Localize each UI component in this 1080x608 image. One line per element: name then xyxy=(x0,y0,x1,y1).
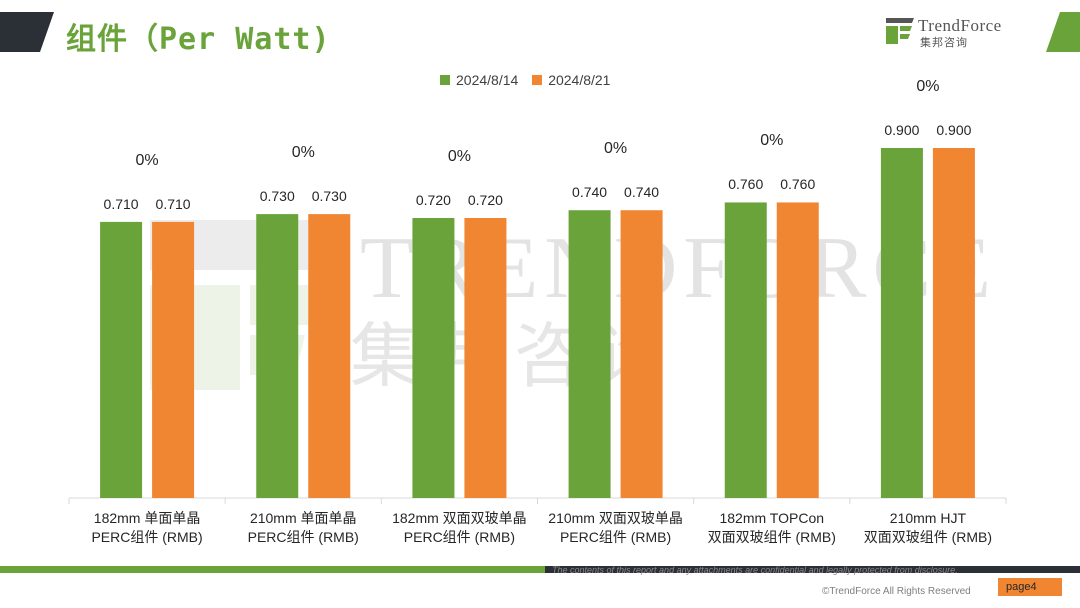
data-label: 0.720 xyxy=(467,192,503,208)
bar-series-1-3 xyxy=(412,218,455,498)
category-label-line: 182mm 双面双玻单晶 xyxy=(392,510,527,526)
bar-series-1-6 xyxy=(880,148,923,498)
bar-series-1-2 xyxy=(256,214,299,498)
category-label: 182mm 双面双玻单晶 PERC组件 (RMB) xyxy=(379,509,539,547)
header-right-accent xyxy=(1046,12,1080,52)
page-number-badge: page4 xyxy=(998,578,1062,596)
category-label: 210mm HJT 双面双玻组件 (RMB) xyxy=(848,509,1008,547)
category-label-line: 双面双玻组件 (RMB) xyxy=(707,529,836,545)
bar-series-2-4 xyxy=(620,210,663,498)
legend-swatch xyxy=(532,75,543,85)
trendforce-logo-icon xyxy=(886,18,914,44)
legend-item-series-1: 2024/8/14 xyxy=(440,72,518,88)
legend-swatch xyxy=(440,75,450,85)
data-label: 0.900 xyxy=(936,122,972,138)
category-label-line: PERC组件 (RMB) xyxy=(559,529,672,545)
category-label: 210mm 双面双玻单晶 PERC组件 (RMB) xyxy=(536,509,696,547)
footer-copyright: ©TrendForce All Rights Reserved xyxy=(822,586,971,597)
chart-legend: 2024/8/14 2024/8/21 xyxy=(440,72,620,88)
bar-series-2-5 xyxy=(776,202,819,498)
category-label-line: 210mm 双面双玻单晶 xyxy=(548,510,683,526)
category-label: 182mm TOPCon 双面双玻组件 (RMB) xyxy=(692,509,852,547)
data-label: 0.740 xyxy=(572,184,608,201)
legend-label: 2024/8/14 xyxy=(456,72,519,88)
bar-series-2-3 xyxy=(464,218,507,498)
data-label: 0.740 xyxy=(624,184,660,201)
data-label: 0.720 xyxy=(415,192,451,208)
footer-disclaimer: The contents of this report and any atta… xyxy=(552,565,958,575)
data-label: 0.710 xyxy=(103,195,139,212)
data-label: 0.730 xyxy=(259,188,295,205)
legend-item-series-2: 2024/8/21 xyxy=(532,72,610,88)
category-label-line: PERC组件 (RMB) xyxy=(91,529,203,545)
change-label: 0% xyxy=(135,151,159,169)
bar-series-1-5 xyxy=(724,202,767,498)
category-label-line: 182mm 单面单晶 xyxy=(93,510,201,526)
category-label: 210mm 单面单晶 PERC组件 (RMB) xyxy=(223,509,383,547)
category-label-line: PERC组件 (RMB) xyxy=(403,529,516,545)
bar-series-2-2 xyxy=(308,214,351,498)
category-label-line: 210mm HJT xyxy=(889,510,967,526)
logo-subtitle: 集邦咨询 xyxy=(920,37,968,49)
data-label: 0.900 xyxy=(884,122,920,138)
change-label: 0% xyxy=(604,140,628,158)
category-label: 182mm 单面单晶 PERC组件 (RMB) xyxy=(67,509,227,547)
logo-text: TrendForce xyxy=(918,16,1002,35)
footer-stripe xyxy=(0,566,1080,573)
data-label: 0.760 xyxy=(728,176,764,193)
category-label-line: 双面双玻组件 (RMB) xyxy=(863,529,993,545)
data-label: 0.710 xyxy=(155,195,191,212)
change-label: 0% xyxy=(291,144,315,162)
watermark-subtext: 集邦咨询 xyxy=(350,317,678,395)
bar-series-2-6 xyxy=(932,148,975,498)
bar-series-2-1 xyxy=(152,221,195,498)
category-label-line: 182mm TOPCon xyxy=(719,510,825,526)
bar-series-1-1 xyxy=(100,221,143,498)
change-label: 0% xyxy=(916,78,940,95)
legend-label: 2024/8/21 xyxy=(548,72,611,88)
bar-series-1-4 xyxy=(568,210,611,498)
data-label: 0.760 xyxy=(780,176,816,193)
page-title: 组件（Per Watt) xyxy=(66,22,331,57)
change-label: 0% xyxy=(760,132,784,150)
category-label-line: PERC组件 (RMB) xyxy=(247,529,359,545)
change-label: 0% xyxy=(447,148,471,165)
category-label-line: 210mm 单面单晶 xyxy=(249,510,357,526)
data-label: 0.730 xyxy=(311,188,347,205)
header-left-accent xyxy=(0,12,54,52)
